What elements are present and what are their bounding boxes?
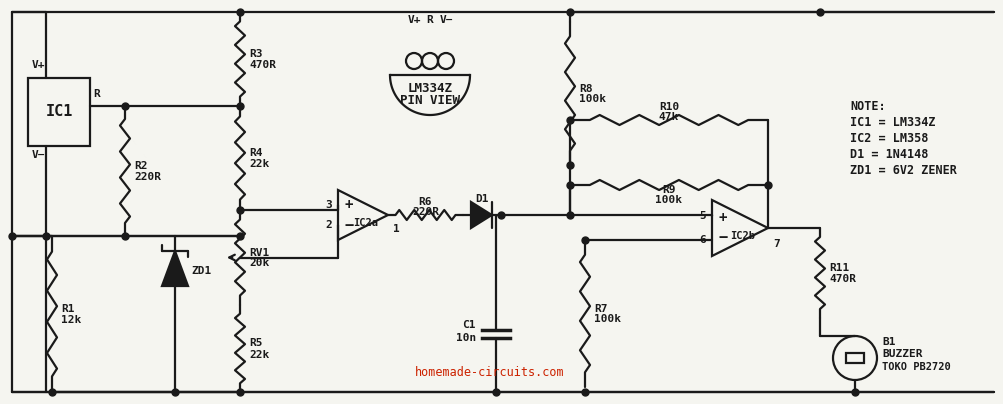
Text: −: − — [345, 217, 354, 232]
Text: 22k: 22k — [249, 349, 269, 360]
Text: 7: 7 — [772, 239, 779, 249]
Text: R2: R2 — [133, 161, 147, 171]
Text: R9: R9 — [662, 185, 675, 195]
Text: R1: R1 — [61, 304, 74, 314]
Text: R10: R10 — [658, 102, 678, 112]
Text: R4: R4 — [249, 148, 262, 158]
Text: V−: V− — [32, 150, 45, 160]
Text: 470R: 470R — [249, 60, 276, 70]
Text: C1: C1 — [462, 320, 475, 330]
Text: 2: 2 — [325, 220, 332, 230]
Text: D1: D1 — [474, 194, 488, 204]
Text: ZD1 = 6V2 ZENER: ZD1 = 6V2 ZENER — [850, 164, 956, 177]
Text: D1 = 1N4148: D1 = 1N4148 — [850, 148, 928, 161]
Text: 100k: 100k — [655, 195, 682, 205]
Text: R6: R6 — [418, 197, 432, 207]
Text: IC2a: IC2a — [353, 218, 377, 228]
Text: +: + — [718, 211, 726, 225]
Text: 5: 5 — [698, 211, 705, 221]
Text: ZD1: ZD1 — [191, 266, 211, 276]
Bar — [28, 78, 90, 146]
Text: homemade-circuits.com: homemade-circuits.com — [415, 366, 565, 379]
Text: 20k: 20k — [249, 259, 269, 269]
Text: IC2 = LM358: IC2 = LM358 — [850, 132, 928, 145]
Text: 47k: 47k — [658, 112, 678, 122]
Polygon shape — [161, 251, 188, 286]
Text: 3: 3 — [325, 200, 332, 210]
Text: BUZZER: BUZZER — [881, 349, 922, 359]
Text: R7: R7 — [594, 303, 607, 314]
Text: R11: R11 — [828, 263, 849, 273]
Text: 100k: 100k — [579, 95, 606, 105]
Text: +: + — [345, 198, 353, 212]
Text: 220R: 220R — [133, 172, 160, 182]
Text: 6: 6 — [698, 235, 705, 245]
Text: −: − — [718, 231, 727, 246]
Text: B1: B1 — [881, 337, 895, 347]
Text: IC1 = LM334Z: IC1 = LM334Z — [850, 116, 935, 129]
Polygon shape — [470, 202, 491, 228]
Text: 100k: 100k — [594, 314, 621, 324]
Text: V+: V+ — [407, 15, 420, 25]
Text: R: R — [426, 15, 433, 25]
Text: 220R: 220R — [411, 207, 438, 217]
Text: RV1: RV1 — [249, 248, 269, 257]
Text: LM334Z: LM334Z — [407, 82, 452, 95]
Text: 10n: 10n — [455, 333, 475, 343]
Text: R8: R8 — [579, 84, 592, 93]
Text: IC1: IC1 — [45, 105, 72, 120]
Text: R: R — [93, 89, 99, 99]
Text: PIN VIEW: PIN VIEW — [399, 95, 459, 107]
Text: 22k: 22k — [249, 159, 269, 169]
Bar — [846, 353, 864, 363]
Text: R3: R3 — [249, 49, 262, 59]
Text: IC2b: IC2b — [729, 231, 754, 241]
Text: V−: V− — [439, 15, 452, 25]
Text: V+: V+ — [32, 60, 45, 70]
Text: 1: 1 — [392, 224, 399, 234]
Text: TOKO PB2720: TOKO PB2720 — [881, 362, 950, 372]
Text: 12k: 12k — [61, 315, 81, 325]
Text: 470R: 470R — [828, 274, 856, 284]
Text: R5: R5 — [249, 339, 262, 349]
Text: NOTE:: NOTE: — [850, 100, 885, 113]
